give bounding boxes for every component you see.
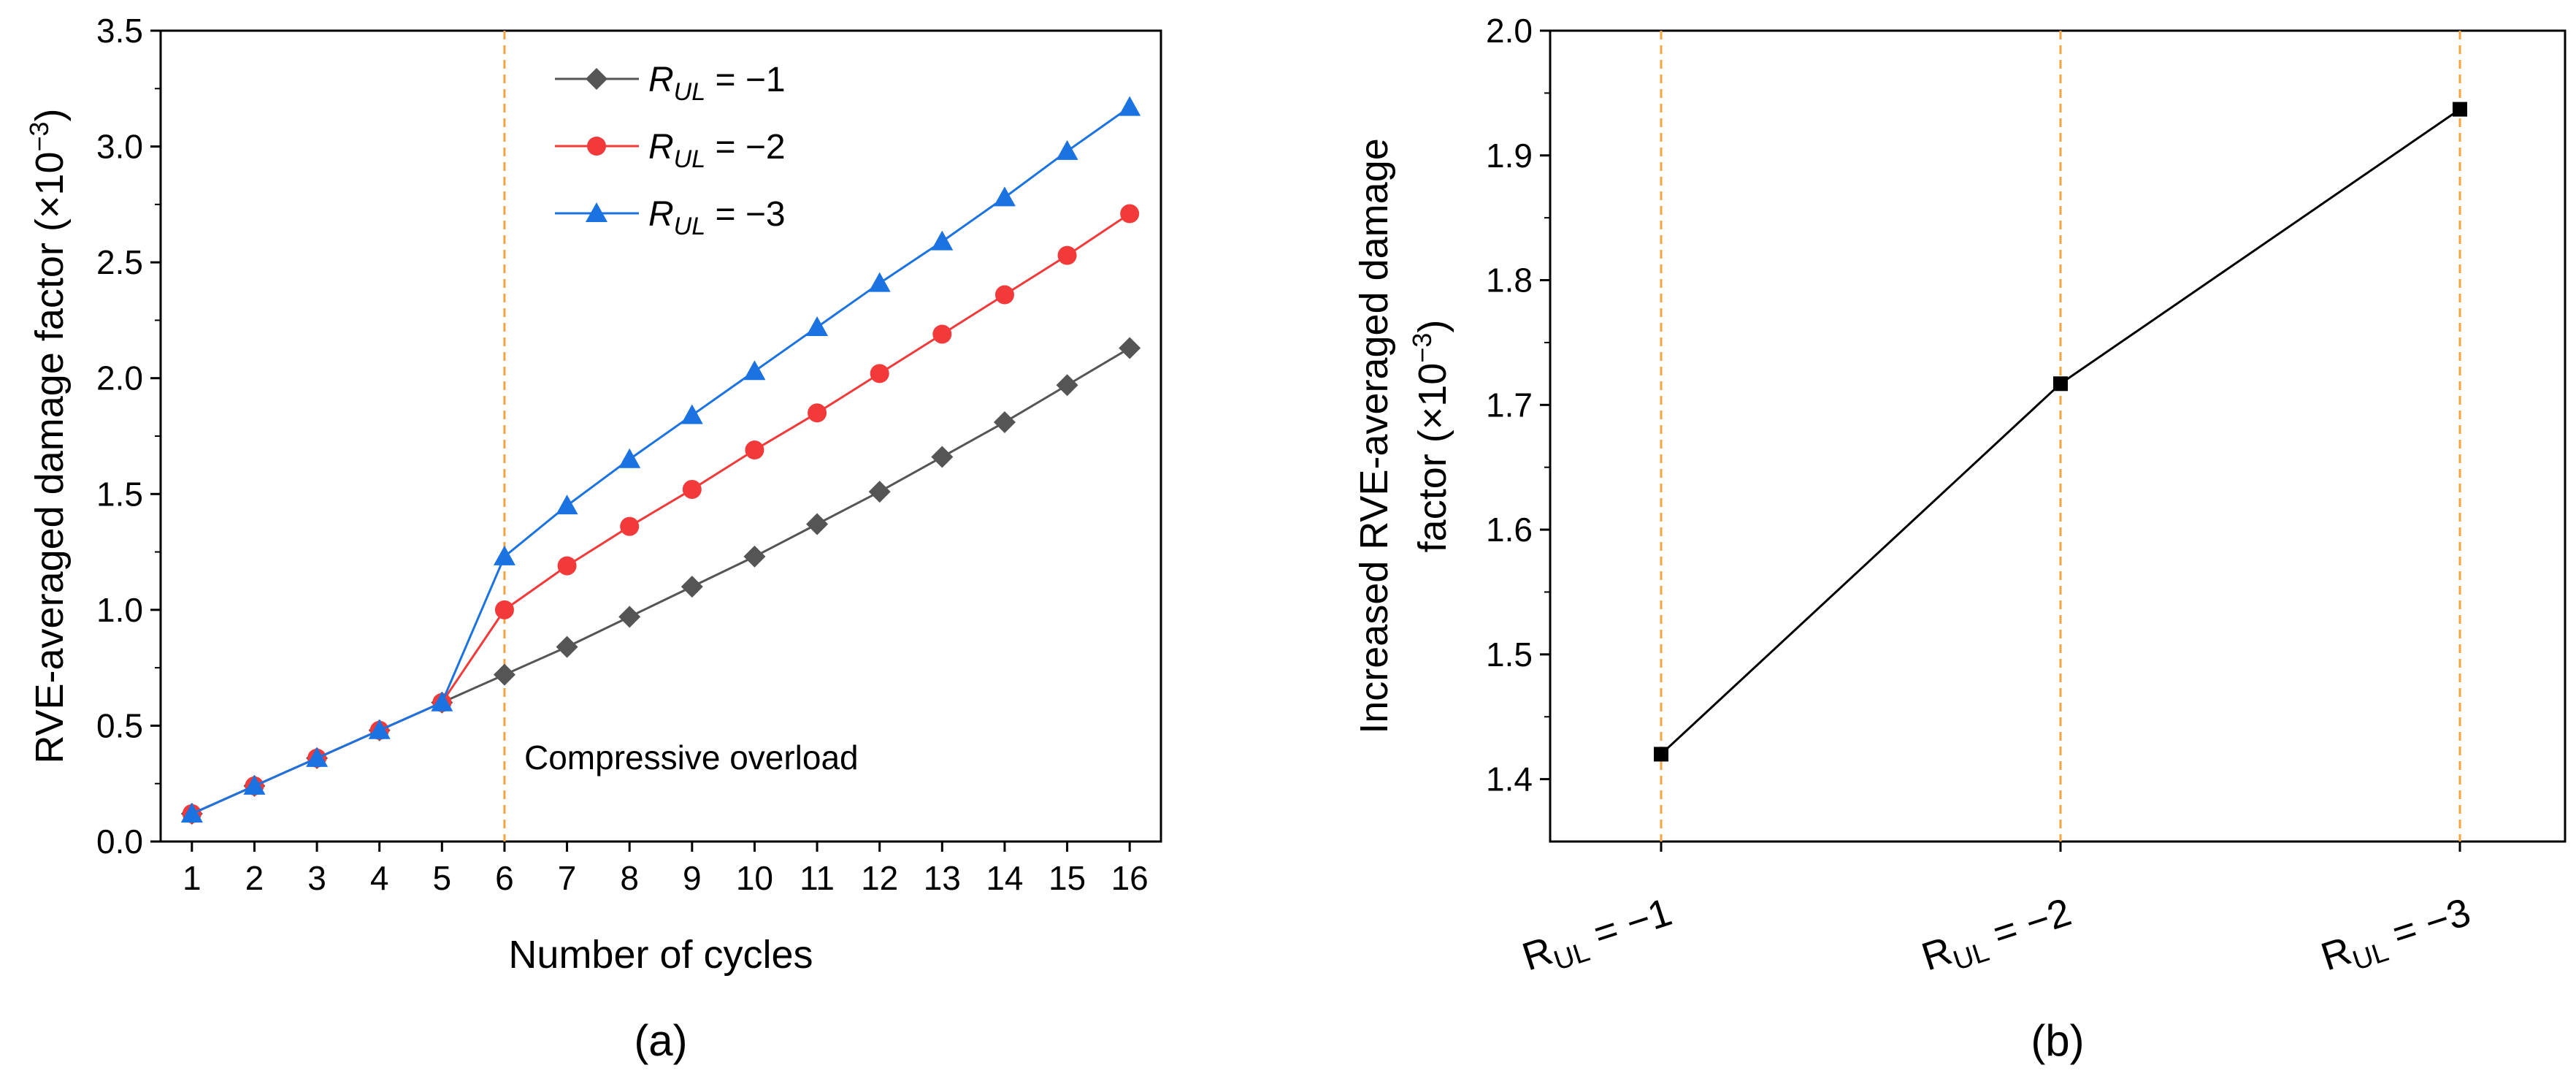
x-tick-label-a: 15	[1049, 859, 1086, 897]
series-line	[191, 106, 1131, 815]
annotation-compressive-overload: Compressive overload	[524, 739, 859, 777]
series-group	[180, 96, 1141, 823]
series-group	[182, 204, 1140, 823]
x-tick-label-a: 9	[683, 859, 702, 897]
data-point	[556, 636, 578, 658]
x-tick-label-a: 2	[245, 859, 264, 897]
data-point	[618, 448, 641, 468]
data-point	[306, 747, 329, 767]
plot-frame-b	[1549, 29, 2567, 843]
x-tick-label-a: 11	[800, 859, 835, 897]
data-point	[556, 495, 578, 515]
data-point	[557, 556, 577, 576]
data-point	[1056, 140, 1078, 160]
y-tick-label-a: 2.5	[96, 243, 143, 281]
data-point	[808, 403, 827, 423]
y-tick-label-b: 1.5	[1486, 636, 1533, 674]
data-point	[868, 481, 891, 503]
data-point	[431, 691, 453, 711]
data-point	[180, 802, 203, 823]
y-tick-label-b: 1.9	[1486, 137, 1533, 175]
data-point	[1120, 204, 1140, 224]
y-tick-label-a: 1.5	[96, 475, 143, 513]
y-tick-label-a: 1.0	[96, 591, 143, 629]
x-tick-label-a: 13	[924, 859, 961, 897]
data-point	[743, 545, 766, 568]
data-point	[1119, 337, 1141, 359]
x-tick-label-a: 4	[370, 859, 389, 897]
x-tick-label-a: 7	[558, 859, 577, 897]
data-point	[493, 663, 515, 686]
y-tick-label-a: 0.0	[96, 823, 143, 861]
data-point	[931, 230, 954, 251]
x-category-label-b: RUL = −2	[1917, 890, 2079, 985]
data-point	[868, 272, 891, 292]
chart-panel-a: 0.00.51.01.52.02.53.03.5 1 2 3 4 5 6 7 8 9 10 11 12…	[24, 12, 1162, 1065]
y-tick-label-b: 1.4	[1486, 760, 1533, 798]
y-tick-label-a: 2.0	[96, 359, 143, 397]
x-tick-label-a: 6	[495, 859, 514, 897]
y-tick-label-b: 1.7	[1486, 386, 1533, 424]
data-point	[1119, 96, 1141, 116]
x-tick-label-a: 8	[620, 859, 639, 897]
legend-marker	[586, 202, 607, 222]
data-point	[620, 516, 640, 536]
data-point	[806, 513, 829, 535]
data-point-b	[2453, 102, 2467, 117]
data-point	[493, 545, 515, 565]
y-tick-label-b: 1.8	[1486, 262, 1533, 299]
y-tick-label-b: 2.0	[1486, 12, 1533, 50]
series-line	[191, 213, 1131, 815]
x-tick-label-a: 5	[433, 859, 452, 897]
data-point	[618, 606, 641, 628]
data-point	[743, 360, 766, 381]
x-category-label-b: RUL = −1	[1517, 890, 1679, 985]
x-tick-label-a: 12	[861, 859, 898, 897]
data-point	[1056, 374, 1078, 397]
data-point	[1057, 245, 1077, 265]
legend-label: RUL = −2	[648, 128, 786, 173]
data-point	[932, 324, 952, 344]
legend-marker	[587, 137, 606, 156]
x-category-label-b: RUL = −3	[2316, 890, 2478, 985]
data-point	[494, 600, 514, 619]
data-point	[806, 316, 829, 336]
data-point	[745, 440, 764, 460]
chart-panel-b: 1.4 1.5 1.6 1.7 1.8 1.9 2.0 RUL = −1 RUL = −2 RU…	[1352, 12, 2567, 1065]
data-point-b	[1654, 747, 1668, 762]
data-point	[931, 446, 954, 468]
y-tick-label-a: 3.0	[96, 128, 143, 166]
legend-label: RUL = −1	[648, 61, 786, 106]
data-point	[681, 404, 703, 424]
data-point-b	[2053, 376, 2068, 392]
x-tick-label-a: 10	[736, 859, 773, 897]
panel-label-a: (a)	[634, 1016, 687, 1065]
y-tick-label-a: 3.5	[96, 12, 143, 50]
data-point	[994, 285, 1014, 305]
y-tick-label-a: 0.5	[96, 706, 143, 744]
x-tick-label-a: 16	[1111, 859, 1149, 897]
panel-label-b: (b)	[2031, 1016, 2084, 1065]
y-axis-title-b-line1: Increased RVE-averaged damage	[1352, 138, 1396, 734]
data-point	[682, 479, 702, 499]
data-point	[681, 576, 703, 598]
data-point	[870, 364, 889, 384]
y-axis-title-b-line2: factor (×10−3)	[1407, 320, 1454, 553]
legend-label: RUL = −3	[648, 195, 786, 240]
data-point	[243, 774, 266, 795]
legend-a: RUL = −1 RUL = −2 RUL = −3	[555, 61, 786, 240]
x-tick-label-a: 14	[986, 859, 1023, 897]
x-tick-label-a: 3	[307, 859, 326, 897]
data-point	[368, 719, 391, 739]
data-point	[993, 186, 1016, 207]
x-tick-label-a: 1	[183, 859, 202, 897]
y-axis-title-a: RVE-averaged damage factor (×10−3)	[24, 108, 72, 763]
y-tick-label-b: 1.6	[1486, 511, 1533, 549]
x-axis-title-a: Number of cycles	[508, 933, 813, 977]
data-point	[993, 411, 1016, 433]
legend-marker	[586, 68, 607, 90]
